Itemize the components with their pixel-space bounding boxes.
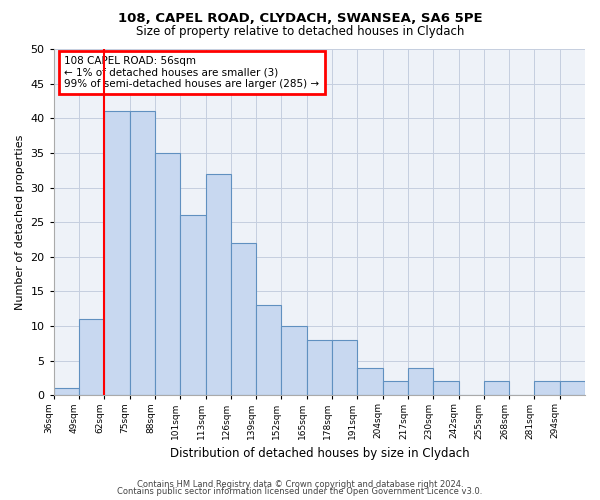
Bar [281, 326, 307, 396]
Bar [433, 382, 458, 396]
Bar [79, 319, 104, 396]
Text: Contains HM Land Registry data © Crown copyright and database right 2024.: Contains HM Land Registry data © Crown c… [137, 480, 463, 489]
Text: 108, CAPEL ROAD, CLYDACH, SWANSEA, SA6 5PE: 108, CAPEL ROAD, CLYDACH, SWANSEA, SA6 5… [118, 12, 482, 26]
Bar [155, 153, 180, 396]
Bar [180, 215, 206, 396]
Bar [332, 340, 358, 396]
Bar [54, 388, 79, 396]
Bar [231, 243, 256, 396]
Bar [256, 306, 281, 396]
Bar [358, 368, 383, 396]
Text: Size of property relative to detached houses in Clydach: Size of property relative to detached ho… [136, 25, 464, 38]
Bar [484, 382, 509, 396]
Bar [130, 112, 155, 396]
Bar [383, 382, 408, 396]
Text: Contains public sector information licensed under the Open Government Licence v3: Contains public sector information licen… [118, 487, 482, 496]
Bar [307, 340, 332, 396]
Bar [535, 382, 560, 396]
Bar [560, 382, 585, 396]
X-axis label: Distribution of detached houses by size in Clydach: Distribution of detached houses by size … [170, 447, 469, 460]
Y-axis label: Number of detached properties: Number of detached properties [15, 134, 25, 310]
Text: 108 CAPEL ROAD: 56sqm
← 1% of detached houses are smaller (3)
99% of semi-detach: 108 CAPEL ROAD: 56sqm ← 1% of detached h… [64, 56, 319, 89]
Bar [206, 174, 231, 396]
Bar [104, 112, 130, 396]
Bar [408, 368, 433, 396]
